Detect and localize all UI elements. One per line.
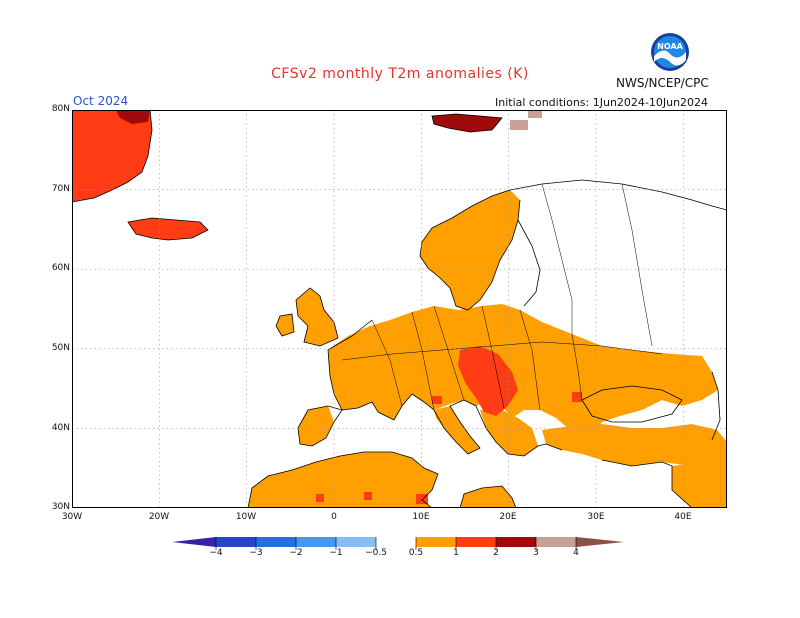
lat-label-50n: 50N	[51, 343, 70, 353]
colorbar-label-m3: −3	[249, 548, 263, 558]
lat-label-60n: 60N	[51, 263, 70, 273]
lon-label-20w: 20W	[148, 512, 170, 522]
map-border	[72, 110, 727, 508]
lat-label-30n: 30N	[51, 502, 70, 512]
colorbar-swatch-2-1	[296, 537, 336, 547]
anomaly-map	[72, 110, 727, 508]
coastlines	[72, 110, 727, 508]
colorbar-swatch-2-3	[496, 537, 536, 547]
colorbar-label-4: 4	[573, 548, 579, 558]
colorbar-swatch-gt-4	[576, 537, 624, 547]
svg-text:NOAA: NOAA	[657, 42, 683, 51]
noaa-logo-icon: NOAA	[651, 33, 689, 71]
anomaly-regions-darkred	[116, 110, 502, 132]
colorbar-label-m2: −2	[289, 548, 303, 558]
colorbar-label-05: 0.5	[408, 548, 424, 558]
anomaly-regions-brown	[510, 110, 542, 130]
colorbar-label-m05: −0.5	[365, 548, 387, 558]
lon-label-20e: 20E	[499, 512, 517, 522]
colorbar-label-3: 3	[533, 548, 539, 558]
forecast-month: Oct 2024	[73, 94, 129, 108]
colorbar-swatch-4-3	[216, 537, 256, 547]
map-grid	[72, 110, 727, 508]
colorbar-label-2: 2	[493, 548, 499, 558]
lon-label-10e: 10E	[412, 512, 430, 522]
colorbar-label-m1: −1	[329, 548, 343, 558]
initial-conditions: Initial conditions: 1Jun2024-10Jun2024	[495, 96, 709, 109]
colorbar-label-m4: −4	[209, 548, 223, 558]
colorbar-swatch-1-05	[336, 537, 376, 547]
colorbar	[172, 537, 624, 550]
lon-label-30e: 30E	[587, 512, 605, 522]
lat-label-70n: 70N	[51, 184, 70, 194]
country-borders	[341, 183, 663, 411]
lon-label-0: 0	[331, 512, 337, 522]
colorbar-swatch-3-4	[536, 537, 576, 547]
colorbar-swatch-05-1	[416, 537, 456, 547]
lat-label-80n: 80N	[51, 104, 70, 114]
lat-label-40n: 40N	[51, 423, 70, 433]
colorbar-swatch-neutral	[376, 537, 416, 547]
lon-label-40e: 40E	[674, 512, 692, 522]
colorbar-swatch-lt-4	[172, 537, 216, 547]
colorbar-swatch-1-2	[456, 537, 496, 547]
lon-label-30w: 30W	[61, 512, 83, 522]
anomaly-regions-orange	[248, 190, 727, 508]
map-title: CFSv2 monthly T2m anomalies (K)	[271, 66, 529, 82]
agency-label: NWS/NCEP/CPC	[616, 76, 709, 90]
colorbar-label-1: 1	[453, 548, 459, 558]
colorbar-swatch-3-2	[256, 537, 296, 547]
lon-label-10w: 10W	[235, 512, 257, 522]
